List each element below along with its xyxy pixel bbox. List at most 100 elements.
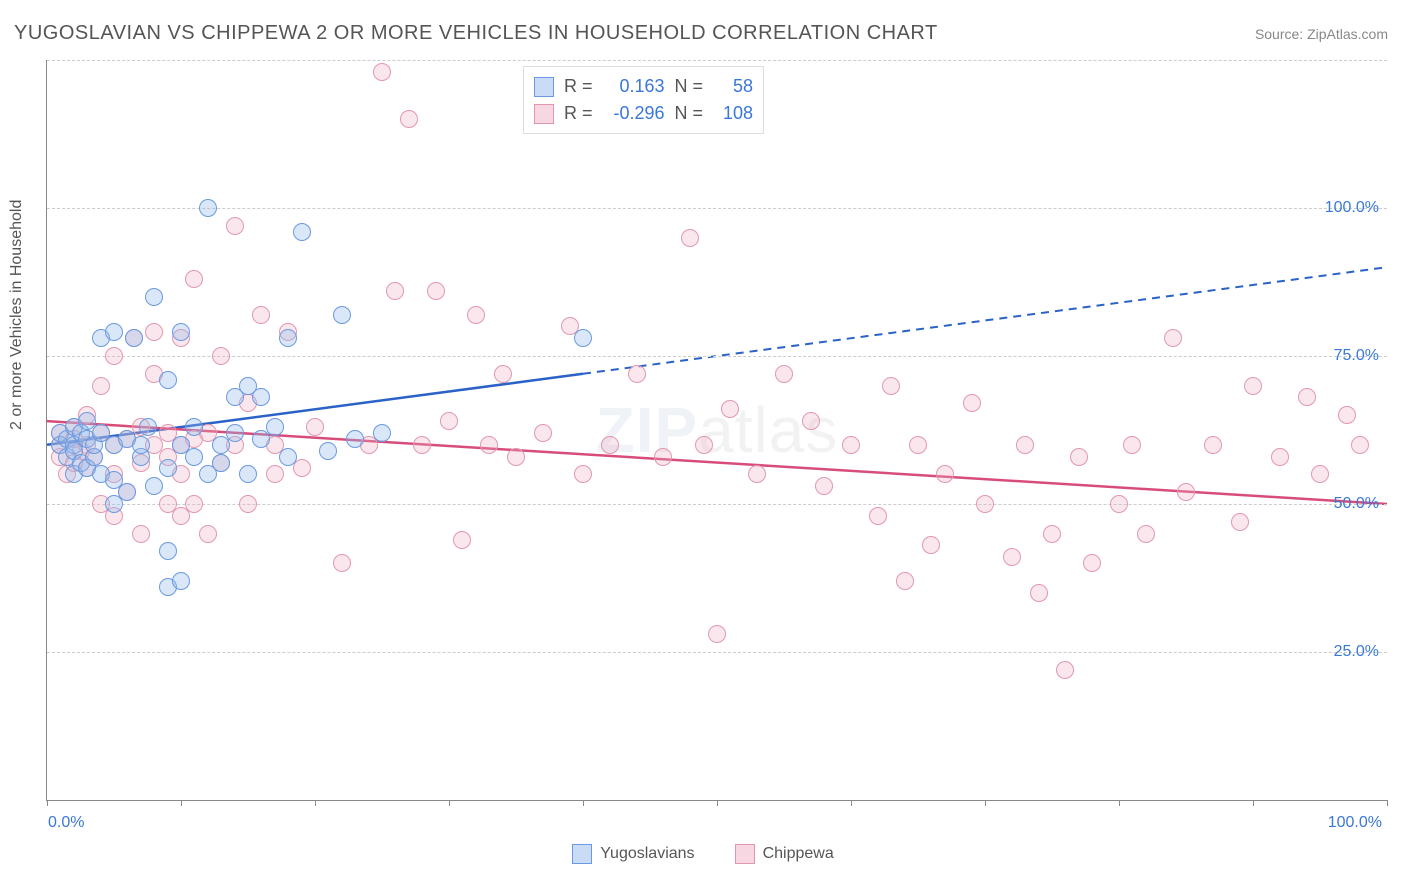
stat-r-label: R = (564, 73, 593, 100)
scatter-point (1231, 513, 1249, 531)
stat-r-value: -0.296 (603, 100, 665, 127)
scatter-point (279, 329, 297, 347)
scatter-point (132, 436, 150, 454)
watermark: ZIPatlas (596, 393, 839, 467)
scatter-point (1056, 661, 1074, 679)
gridline (47, 208, 1387, 209)
scatter-point (145, 288, 163, 306)
scatter-point (306, 418, 324, 436)
chart-container: YUGOSLAVIAN VS CHIPPEWA 2 OR MORE VEHICL… (0, 0, 1406, 892)
scatter-point (212, 347, 230, 365)
legend-label-2: Chippewa (763, 845, 834, 863)
scatter-point (266, 465, 284, 483)
stats-row: R = 0.163 N = 58 (534, 73, 753, 100)
scatter-point (909, 436, 927, 454)
scatter-point (574, 329, 592, 347)
scatter-point (467, 306, 485, 324)
scatter-point (976, 495, 994, 513)
x-tick (181, 800, 182, 806)
x-axis-max-label: 100.0% (1328, 814, 1382, 832)
scatter-point (252, 388, 270, 406)
scatter-point (1338, 406, 1356, 424)
scatter-point (239, 495, 257, 513)
x-tick (1119, 800, 1120, 806)
plot-area: ZIPatlas 25.0%50.0%75.0%100.0%R =0.163N … (46, 60, 1387, 801)
scatter-point (427, 282, 445, 300)
x-tick (1253, 800, 1254, 806)
scatter-point (654, 448, 672, 466)
stat-r-value: 0.163 (603, 73, 665, 100)
scatter-point (681, 229, 699, 247)
stat-r-label: R = (564, 100, 593, 127)
scatter-point (453, 531, 471, 549)
legend-item-2: Chippewa (735, 844, 834, 864)
scatter-point (266, 418, 284, 436)
stat-n-label: N = (675, 73, 704, 100)
scatter-point (145, 477, 163, 495)
scatter-point (132, 525, 150, 543)
y-tick-label: 50.0% (1334, 495, 1379, 513)
x-axis-min-label: 0.0% (48, 814, 84, 832)
scatter-point (92, 377, 110, 395)
scatter-point (963, 394, 981, 412)
scatter-point (139, 418, 157, 436)
scatter-point (775, 365, 793, 383)
stats-box: R =0.163N =58R =-0.296N =108 (523, 66, 764, 134)
scatter-point (172, 572, 190, 590)
y-axis-label: 2 or more Vehicles in Household (8, 200, 26, 430)
scatter-point (480, 436, 498, 454)
x-tick (47, 800, 48, 806)
chart-title: YUGOSLAVIAN VS CHIPPEWA 2 OR MORE VEHICL… (14, 22, 938, 45)
gridline (47, 60, 1387, 61)
legend-swatch-blue (572, 844, 592, 864)
scatter-point (869, 507, 887, 525)
scatter-point (105, 347, 123, 365)
x-tick (1387, 800, 1388, 806)
scatter-point (413, 436, 431, 454)
legend-swatch-pink (735, 844, 755, 864)
scatter-point (1204, 436, 1222, 454)
scatter-point (1244, 377, 1262, 395)
scatter-point (1016, 436, 1034, 454)
scatter-point (1003, 548, 1021, 566)
source-label: Source: ZipAtlas.com (1255, 26, 1388, 42)
scatter-point (373, 424, 391, 442)
scatter-point (159, 459, 177, 477)
scatter-point (815, 477, 833, 495)
scatter-point (239, 465, 257, 483)
scatter-point (1083, 554, 1101, 572)
scatter-point (1271, 448, 1289, 466)
stat-n-value: 58 (713, 73, 753, 100)
scatter-point (118, 483, 136, 501)
stats-row: R =-0.296N =108 (534, 100, 753, 127)
scatter-point (226, 217, 244, 235)
gridline (47, 652, 1387, 653)
scatter-point (1123, 436, 1141, 454)
scatter-point (1030, 584, 1048, 602)
scatter-point (896, 572, 914, 590)
scatter-point (319, 442, 337, 460)
legend-label-1: Yugoslavians (600, 845, 694, 863)
scatter-point (1070, 448, 1088, 466)
scatter-point (333, 306, 351, 324)
scatter-point (802, 412, 820, 430)
scatter-point (386, 282, 404, 300)
scatter-point (333, 554, 351, 572)
stats-swatch (534, 77, 554, 97)
scatter-point (185, 448, 203, 466)
gridline (47, 356, 1387, 357)
stats-swatch (534, 104, 554, 124)
scatter-point (440, 412, 458, 430)
scatter-point (1351, 436, 1369, 454)
scatter-point (1177, 483, 1195, 501)
y-tick-label: 100.0% (1325, 199, 1379, 217)
stat-n-label: N = (675, 100, 704, 127)
scatter-point (159, 542, 177, 560)
scatter-point (748, 465, 766, 483)
trend-lines (47, 60, 1387, 800)
scatter-point (1110, 495, 1128, 513)
scatter-point (721, 400, 739, 418)
scatter-point (346, 430, 364, 448)
scatter-point (159, 371, 177, 389)
scatter-point (601, 436, 619, 454)
